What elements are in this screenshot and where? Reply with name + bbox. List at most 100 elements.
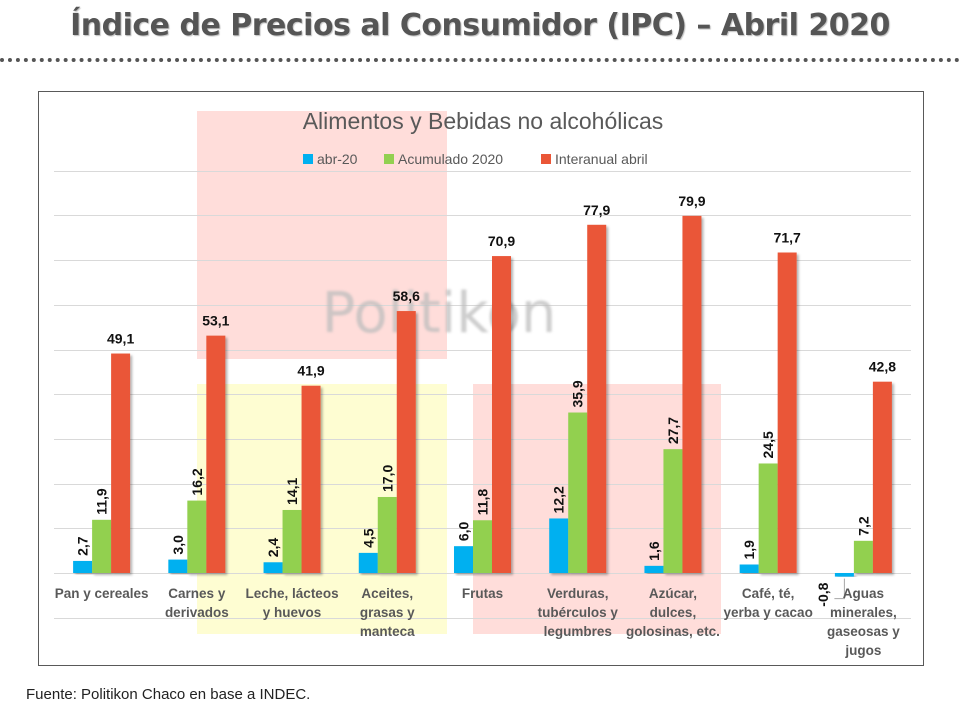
data-label: 11,9 [94, 488, 110, 515]
category-label-line: legumbres [544, 624, 612, 639]
bar [111, 353, 131, 573]
data-label: 12,2 [551, 486, 567, 513]
category-label: Aguas minerales, gaseosas y jugos [827, 586, 900, 658]
category-label-line: dulces, [650, 605, 697, 620]
data-label: 11,8 [475, 489, 491, 516]
category-label-line: jugos [844, 643, 881, 658]
data-label: 35,9 [570, 380, 586, 407]
bar [682, 215, 702, 574]
category-label-line: manteca [360, 624, 415, 639]
bar [263, 562, 283, 573]
category-label-line: Verduras, [547, 586, 609, 601]
bar [187, 500, 207, 573]
bar [73, 560, 93, 573]
bar [587, 224, 607, 574]
data-label: 3,0 [170, 535, 186, 555]
bar [377, 497, 397, 573]
category-label: Verduras, tubérculos y legumbres [538, 586, 619, 639]
data-label: 49,1 [107, 331, 134, 347]
data-label: 79,9 [678, 193, 705, 209]
data-label: 1,6 [646, 541, 662, 561]
data-label: 27,7 [665, 417, 681, 444]
data-label: 53,1 [202, 313, 229, 329]
category-label-line: golosinas, etc. [626, 624, 720, 639]
watermark: Politikon [322, 281, 557, 346]
bar [777, 252, 797, 573]
leader-line [834, 578, 845, 600]
source-note: Fuente: Politikon Chaco en base a INDEC. [26, 686, 310, 703]
source-label: Fuente [26, 686, 73, 703]
legend-label: Acumulado 2020 [398, 151, 503, 167]
chart-frame: Politikon Alimentos y Bebidas no alcohól… [38, 91, 924, 666]
data-label: 41,9 [297, 363, 324, 379]
data-label: 2,7 [75, 536, 91, 556]
category-label-line: Azúcar, [649, 586, 697, 601]
category-label: Frutas [462, 586, 503, 601]
category-label: Café, té, yerba y cacao [724, 586, 813, 620]
legend: abr-20 Acumulado 2020 Interanual abril [303, 151, 648, 167]
bar [206, 335, 226, 573]
page-title: Índice de Precios al Consumidor (IPC) – … [70, 8, 890, 43]
data-label: 1,9 [741, 540, 757, 560]
data-label: 24,5 [760, 431, 776, 458]
legend-label: Interanual abril [555, 151, 648, 167]
category-label-line: Aguas [843, 586, 884, 601]
legend-swatch [541, 154, 551, 164]
data-label: 16,2 [189, 468, 205, 495]
data-label: -0,8 [815, 582, 831, 606]
category-label-line: Leche, lácteos [246, 586, 339, 601]
data-label: 2,4 [265, 538, 281, 558]
title-divider [0, 58, 960, 62]
chart: Politikon Alimentos y Bebidas no alcohól… [54, 108, 911, 658]
category-label: Leche, lácteos y huevos [246, 586, 339, 620]
bar [492, 256, 511, 573]
chart-title: Alimentos y Bebidas no alcohólicas [303, 108, 664, 134]
bar [644, 565, 664, 573]
bar [396, 311, 416, 573]
bar [872, 381, 892, 573]
category-label-line: Pan y cereales [55, 586, 149, 601]
bar [473, 520, 492, 573]
source-text: : Politikon Chaco en base a INDEC. [72, 686, 311, 703]
data-label: 77,9 [583, 202, 610, 218]
bar [663, 449, 683, 573]
category-label-line: grasas y [360, 605, 415, 620]
bar [549, 518, 569, 573]
category-label: Carnes y derivados [165, 586, 229, 620]
legend-label: abr-20 [317, 151, 358, 167]
category-label-line: Carnes y [168, 586, 226, 601]
legend-swatch [303, 154, 313, 164]
bar [454, 546, 473, 573]
legend-swatch [384, 154, 394, 164]
data-label: 71,7 [774, 230, 801, 246]
category-label-line: y huevos [263, 605, 322, 620]
data-label: 58,6 [393, 288, 420, 304]
category-label-line: Aceites, [361, 586, 413, 601]
bar [168, 559, 188, 573]
category-label-line: yerba y cacao [724, 605, 813, 620]
data-label: 70,9 [488, 233, 515, 249]
data-label: 14,1 [284, 478, 300, 505]
bar [568, 412, 588, 573]
bar [282, 509, 302, 573]
bar [758, 463, 778, 573]
data-label: 4,5 [360, 528, 376, 548]
data-label: 17,0 [379, 465, 395, 492]
data-label: 6,0 [456, 522, 472, 542]
category-label: Aceites, grasas y manteca [360, 586, 415, 639]
category-label-line: minerales, [830, 605, 897, 620]
bar [853, 540, 873, 573]
bar [358, 552, 378, 573]
bar [92, 519, 112, 573]
data-label: 7,2 [855, 516, 871, 536]
category-label-line: tubérculos y [538, 605, 619, 620]
bar [301, 385, 321, 573]
category-label-line: gaseosas y [827, 624, 900, 639]
data-label: 42,8 [869, 359, 896, 375]
category-label: Pan y cereales [55, 586, 149, 601]
category-label-line: derivados [165, 605, 229, 620]
bar [834, 573, 854, 577]
category-label: Azúcar, dulces, golosinas, etc. [626, 586, 720, 639]
category-label-line: Frutas [462, 586, 503, 601]
bar [739, 564, 759, 573]
